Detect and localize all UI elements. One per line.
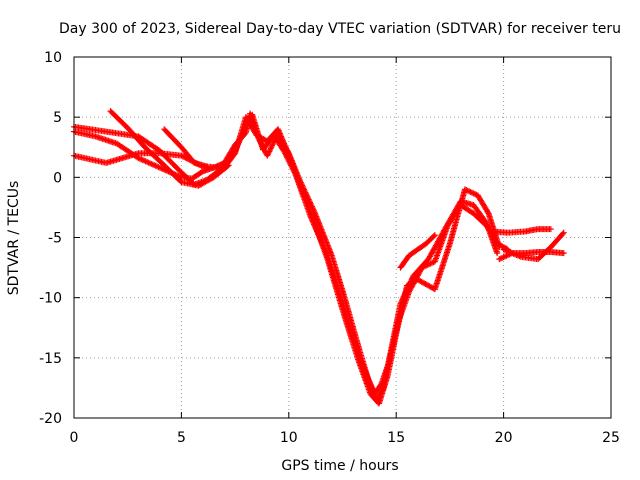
x-tick-label: 10 [280,430,298,446]
data-point [560,250,567,257]
y-axis-label: SDTVAR / TECUs [6,181,22,296]
x-tick-label: 5 [177,430,186,446]
data-point [431,232,438,239]
y-tick-label: -10 [39,291,62,307]
y-tick-label: -20 [39,411,62,427]
data-point [225,162,232,169]
data-point [484,209,491,216]
series-track-e [161,126,211,170]
data-point [181,154,188,161]
data-point [560,229,567,236]
x-tick-label: 15 [387,430,405,446]
series-track-f [397,232,438,271]
y-tick-label: -5 [48,231,62,247]
data-point [224,163,231,170]
y-tick-label: 5 [53,110,62,126]
chart-title: Day 300 of 2023, Sidereal Day-to-day VTE… [59,21,621,37]
data-point [231,151,238,158]
series-track-i [500,229,567,263]
y-tick-label: -15 [39,351,62,367]
x-tick-label: 0 [70,430,79,446]
grid-lines [74,57,611,418]
data-point [204,163,211,170]
series-track-c [71,114,503,407]
series-track-g [489,226,554,236]
x-axis-label: GPS time / hours [281,458,398,474]
y-tick-label: 0 [53,170,62,186]
data-point [547,226,554,233]
x-tick-label: 20 [495,430,513,446]
data-point [496,244,503,251]
data-point [178,152,185,159]
data-point [177,178,184,185]
axis-ticks: 0 5 10 15 20 25 -20 -15 -10 -5 0 5 10 [39,50,620,446]
x-tick-label: 25 [602,430,620,446]
data-point [559,230,566,237]
data-point [494,250,501,257]
data-point [179,153,186,160]
data-point [430,233,437,240]
series-track-d [107,108,232,189]
data-points [71,108,567,407]
y-tick-label: 10 [44,50,62,66]
